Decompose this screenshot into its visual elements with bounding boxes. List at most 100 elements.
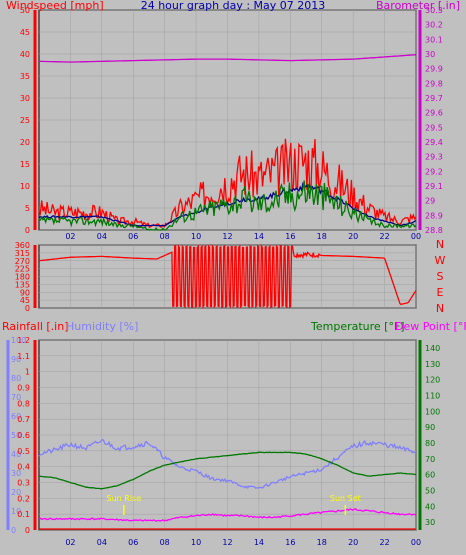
barometer-right-ticks: 28.8 28.9 29 29.1 29.2 29.3 29.4 29.5 29.6 29.7 29… bbox=[425, 6, 443, 235]
x-tick-label: 10 bbox=[191, 538, 201, 547]
barometer-tick-label: 29.6 bbox=[425, 109, 443, 118]
avg-line bbox=[38, 182, 417, 227]
compass-label: N bbox=[436, 238, 444, 251]
wind-tick-label: 0 bbox=[25, 226, 30, 235]
temp-x-ticks: 02 04 06 08 10 12 14 16 18 20 22 00 bbox=[65, 538, 421, 547]
wind-tick-label: 20 bbox=[20, 138, 30, 147]
dewpoint-label: Dew Point [°F] bbox=[395, 320, 466, 333]
x-tick-label: 14 bbox=[254, 538, 264, 547]
x-tick-label: 20 bbox=[348, 232, 358, 241]
temperature-tick-label: 110 bbox=[425, 391, 440, 400]
temperature-label: Temperature [°F] bbox=[310, 320, 405, 333]
rainfall-tick-label: 0.3 bbox=[17, 479, 30, 488]
barometer-tick-label: 28.8 bbox=[425, 226, 443, 235]
direction-series bbox=[38, 243, 417, 309]
x-tick-label: 00 bbox=[411, 232, 421, 241]
direction-tick-label: 360 bbox=[15, 241, 30, 250]
wind-tick-label: 5 bbox=[25, 204, 30, 213]
direction-tick-label: 180 bbox=[15, 273, 30, 282]
barometer-tick-label: 30 bbox=[425, 50, 435, 59]
x-tick-label: 00 bbox=[411, 538, 421, 547]
sunrise-label: Sun Rise bbox=[107, 494, 142, 503]
x-tick-label: 18 bbox=[317, 232, 327, 241]
wind-tick-label: 40 bbox=[20, 50, 30, 59]
x-tick-label: 22 bbox=[379, 538, 389, 547]
rainfall-tick-label: 0.9 bbox=[17, 384, 30, 393]
wind-series bbox=[38, 54, 417, 231]
x-tick-label: 04 bbox=[97, 538, 107, 547]
wind-x-ticks: 02 04 06 08 10 12 14 16 18 20 22 00 bbox=[65, 232, 421, 241]
barometer-tick-label: 29.4 bbox=[425, 138, 443, 147]
barometer-tick-label: 29.5 bbox=[425, 123, 443, 132]
direction-tick-label: 0 bbox=[25, 304, 30, 313]
humidity-tick-label: 30 bbox=[11, 469, 21, 478]
humidity-tick-label: 90 bbox=[11, 355, 21, 364]
x-tick-label: 06 bbox=[128, 538, 138, 547]
barometer-tick-label: 30.3 bbox=[425, 6, 443, 15]
temperature-tick-label: 80 bbox=[425, 439, 435, 448]
barometer-tick-label: 29.3 bbox=[425, 153, 443, 162]
dewpoint-line bbox=[38, 508, 417, 522]
barometer-tick-label: 30.1 bbox=[425, 35, 443, 44]
wind-grid bbox=[39, 9, 417, 231]
temperature-tick-label: 40 bbox=[425, 502, 435, 511]
humidity-tick-label: 60 bbox=[11, 412, 21, 421]
temperature-tick-label: 70 bbox=[425, 455, 435, 464]
humidity-line bbox=[38, 438, 417, 489]
compass-label: E bbox=[437, 286, 444, 299]
humidity-tick-label: 10 bbox=[11, 507, 21, 516]
wind-tick-label: 35 bbox=[20, 72, 30, 81]
barometer-tick-label: 29.7 bbox=[425, 94, 443, 103]
wind-tick-label: 10 bbox=[20, 182, 30, 191]
x-tick-label: 08 bbox=[160, 538, 170, 547]
x-tick-label: 20 bbox=[348, 538, 358, 547]
temp-grid bbox=[39, 339, 417, 531]
humidity-tick-label: 20 bbox=[11, 488, 21, 497]
humidity-tick-label: 100 bbox=[11, 336, 26, 345]
compass-label: S bbox=[437, 270, 444, 283]
wind-tick-label: 50 bbox=[20, 6, 30, 15]
humidity-tick-label: 50 bbox=[11, 431, 21, 440]
x-tick-label: 12 bbox=[222, 232, 232, 241]
rainfall-tick-label: 0.4 bbox=[17, 463, 30, 472]
temperature-tick-label: 60 bbox=[425, 471, 435, 480]
speed-line bbox=[38, 180, 417, 231]
x-tick-label: 16 bbox=[285, 538, 295, 547]
rainfall-left-ticks: 0 0.1 0.2 0.3 0.4 0.5 0.6 0.7 0.8 0.9 1 1.1 1.2 bbox=[17, 336, 30, 535]
temperature-right-ticks: 30 40 50 60 70 80 90 100 110 120 130 140 bbox=[425, 344, 440, 527]
barometer-tick-label: 29 bbox=[425, 197, 435, 206]
temperature-tick-label: 120 bbox=[425, 376, 440, 385]
temperature-tick-label: 130 bbox=[425, 360, 440, 369]
barometer-tick-label: 29.1 bbox=[425, 182, 443, 191]
rainfall-tick-label: 0.5 bbox=[17, 447, 30, 456]
temperature-tick-label: 50 bbox=[425, 486, 435, 495]
x-tick-label: 02 bbox=[65, 538, 75, 547]
rainfall-tick-label: 0.7 bbox=[17, 415, 30, 424]
compass-label: W bbox=[435, 254, 446, 267]
temperature-line bbox=[38, 451, 417, 490]
temperature-tick-label: 30 bbox=[425, 518, 435, 527]
temperature-tick-label: 100 bbox=[425, 407, 440, 416]
humidity-left-ticks: 0 10 20 30 40 50 60 70 80 90 100 bbox=[11, 336, 26, 535]
wind-tick-label: 15 bbox=[20, 160, 30, 169]
sun-markers: Sun Rise Sun Set bbox=[107, 494, 361, 515]
rainfall-tick-label: 1 bbox=[25, 368, 30, 377]
direction-tick-label: 45 bbox=[20, 296, 30, 305]
direction-tick-label: 225 bbox=[15, 265, 30, 274]
temp-series bbox=[38, 438, 417, 530]
rainfall-tick-label: 0.2 bbox=[17, 494, 30, 503]
x-tick-label: 06 bbox=[128, 232, 138, 241]
x-tick-label: 12 bbox=[222, 538, 232, 547]
barometer-tick-label: 28.9 bbox=[425, 211, 443, 220]
temperature-tick-label: 140 bbox=[425, 344, 440, 353]
rainfall-tick-label: 1.2 bbox=[17, 336, 30, 345]
humidity-tick-label: 40 bbox=[11, 450, 21, 459]
x-tick-label: 14 bbox=[254, 232, 264, 241]
windspeed-label: Windspeed [mph] bbox=[6, 0, 104, 12]
humidity-tick-label: 70 bbox=[11, 393, 21, 402]
rainfall-tick-label: 1.1 bbox=[17, 352, 30, 361]
humidity-tick-label: 80 bbox=[11, 374, 21, 383]
